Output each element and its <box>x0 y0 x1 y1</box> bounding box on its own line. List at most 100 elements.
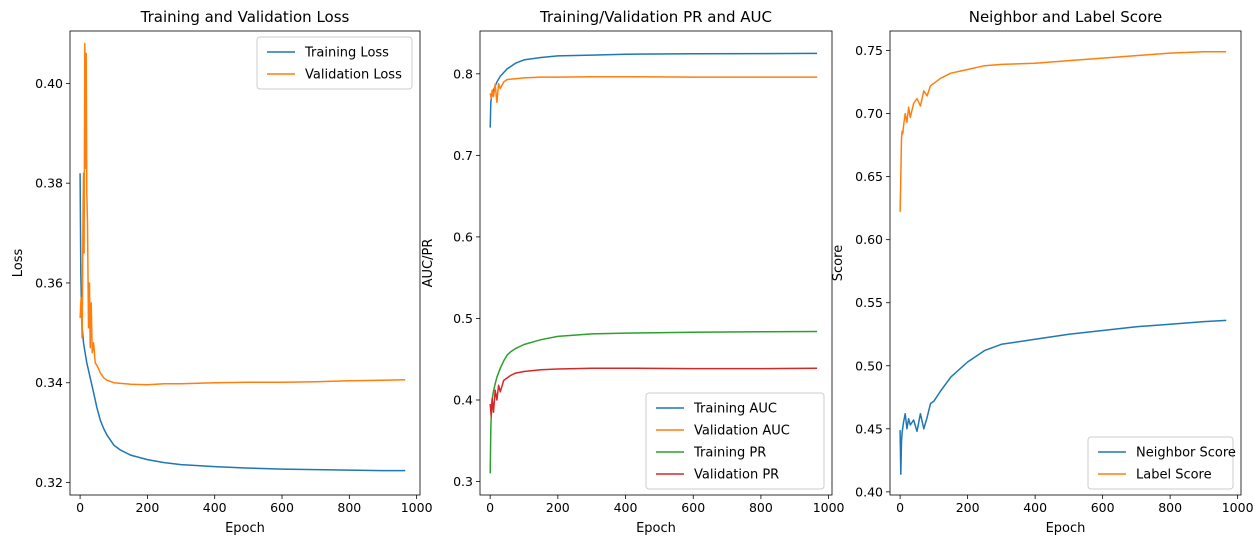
x-tick-label: 800 <box>337 500 361 515</box>
y-tick: 0.70 <box>855 106 890 121</box>
y-tick-label: 0.60 <box>855 232 883 247</box>
x-tick-label: 0 <box>896 500 904 515</box>
y-tick-label: 0.40 <box>855 484 883 499</box>
y-axis-label: Loss <box>11 249 26 278</box>
chart-panel-3: 0 200 400 600 800 1000 0.40 0.45 0.50 0.55 0.60 0.6… <box>831 8 1254 536</box>
y-axis-label: Score <box>831 245 846 281</box>
plot-frame <box>889 30 1242 496</box>
y-tick: 0.65 <box>855 169 890 184</box>
x-tick: 400 <box>1023 495 1047 515</box>
y-tick: 0.40 <box>855 484 890 499</box>
legend-box <box>645 392 825 490</box>
x-tick: 600 <box>681 495 705 515</box>
x-tick: 200 <box>546 495 570 515</box>
y-tick: 0.50 <box>855 358 890 373</box>
y-tick: 0.5 <box>453 311 480 326</box>
legend-label: Validation PR <box>694 468 779 483</box>
chart-title: Neighbor and Label Score <box>969 8 1163 26</box>
y-tick: 0.34 <box>35 375 70 390</box>
series-line-training-loss <box>79 173 406 472</box>
legend-label: Training Loss <box>304 46 389 61</box>
y-tick: 0.40 <box>35 76 70 91</box>
chart-panel-2: 0 200 400 600 800 1000 0.3 0.4 0.5 0.6 0.7 0.8 Train… <box>421 8 845 536</box>
series-line-validation-pr <box>489 367 818 418</box>
legend-box <box>1087 436 1234 490</box>
x-tick: 800 <box>1158 495 1182 515</box>
x-tick: 200 <box>135 495 159 515</box>
y-tick-label: 0.75 <box>855 43 883 58</box>
y-tick-label: 0.36 <box>35 275 63 290</box>
legend-entry: Validation Loss <box>267 68 402 83</box>
x-tick-label: 600 <box>270 500 294 515</box>
y-tick: 0.6 <box>453 229 480 244</box>
series-group <box>489 52 818 474</box>
series-group <box>79 42 406 472</box>
series-line-neighbor-score <box>899 319 1227 475</box>
legend-label: Training PR <box>693 446 766 461</box>
chart-title: Training/Validation PR and AUC <box>539 8 772 26</box>
x-tick: 400 <box>203 495 227 515</box>
x-tick-label: 0 <box>486 500 494 515</box>
plot-frame <box>479 30 833 496</box>
x-tick-label: 1000 <box>1222 500 1254 515</box>
series-line-label-score <box>899 51 1227 212</box>
x-tick: 600 <box>1091 495 1115 515</box>
legend: Training AUC Validation AUC Training PR Val… <box>645 392 825 490</box>
legend-entry: Validation PR <box>656 468 779 483</box>
y-tick: 0.8 <box>453 66 480 81</box>
x-tick-label: 400 <box>203 500 227 515</box>
x-axis-label: Epoch <box>1046 521 1086 536</box>
series-group <box>899 51 1227 475</box>
y-tick-label: 0.3 <box>453 474 473 489</box>
x-tick-label: 1000 <box>813 500 845 515</box>
x-tick: 1000 <box>813 495 845 515</box>
legend-label: Training AUC <box>693 402 777 417</box>
y-tick: 0.32 <box>35 475 70 490</box>
x-tick-label: 200 <box>135 500 159 515</box>
y-tick-label: 0.4 <box>453 392 473 407</box>
x-tick-label: 800 <box>749 500 773 515</box>
x-tick-label: 0 <box>76 500 84 515</box>
legend-entry: Neighbor Score <box>1098 446 1236 461</box>
legend-entry: Training Loss <box>267 46 389 61</box>
x-tick-label: 400 <box>1023 500 1047 515</box>
legend-entry: Training PR <box>656 446 766 461</box>
x-axis-label: Epoch <box>636 521 676 536</box>
y-tick: 0.55 <box>855 295 890 310</box>
y-tick-label: 0.40 <box>35 76 63 91</box>
y-tick-label: 0.45 <box>855 421 883 436</box>
x-tick-label: 600 <box>681 500 705 515</box>
x-tick-label: 1000 <box>401 500 433 515</box>
y-axis-label: AUC/PR <box>421 239 436 288</box>
y-tick-label: 0.70 <box>855 106 883 121</box>
x-tick: 0 <box>896 495 904 515</box>
x-axis-label: Epoch <box>225 521 265 536</box>
x-tick: 600 <box>270 495 294 515</box>
x-tick-label: 200 <box>546 500 570 515</box>
x-tick-label: 400 <box>614 500 638 515</box>
y-tick: 0.7 <box>453 148 480 163</box>
y-tick: 0.75 <box>855 43 890 58</box>
chart-panel-1: 0 200 400 600 800 1000 0.32 0.34 0.36 0.38 0.40 Tra… <box>11 8 433 536</box>
x-tick: 0 <box>486 495 494 515</box>
legend-label: Validation AUC <box>694 424 790 439</box>
series-line-training-auc <box>489 52 818 128</box>
y-tick-label: 0.7 <box>453 148 473 163</box>
x-tick: 1000 <box>1222 495 1254 515</box>
y-tick: 0.3 <box>453 474 480 489</box>
legend-entry: Validation AUC <box>656 424 790 439</box>
x-tick: 1000 <box>401 495 433 515</box>
series-line-validation-loss <box>79 42 406 386</box>
legend: Neighbor Score Label Score <box>1087 436 1236 490</box>
x-tick: 200 <box>956 495 980 515</box>
y-tick: 0.36 <box>35 275 70 290</box>
y-tick: 0.45 <box>855 421 890 436</box>
legend-entry: Label Score <box>1098 468 1212 483</box>
y-tick: 0.38 <box>35 176 70 191</box>
legend-label: Validation Loss <box>305 68 402 83</box>
x-tick-label: 600 <box>1091 500 1115 515</box>
legend: Training Loss Validation Loss <box>256 36 413 90</box>
y-tick: 0.4 <box>453 392 480 407</box>
y-tick-label: 0.6 <box>453 229 473 244</box>
y-tick-label: 0.5 <box>453 311 473 326</box>
